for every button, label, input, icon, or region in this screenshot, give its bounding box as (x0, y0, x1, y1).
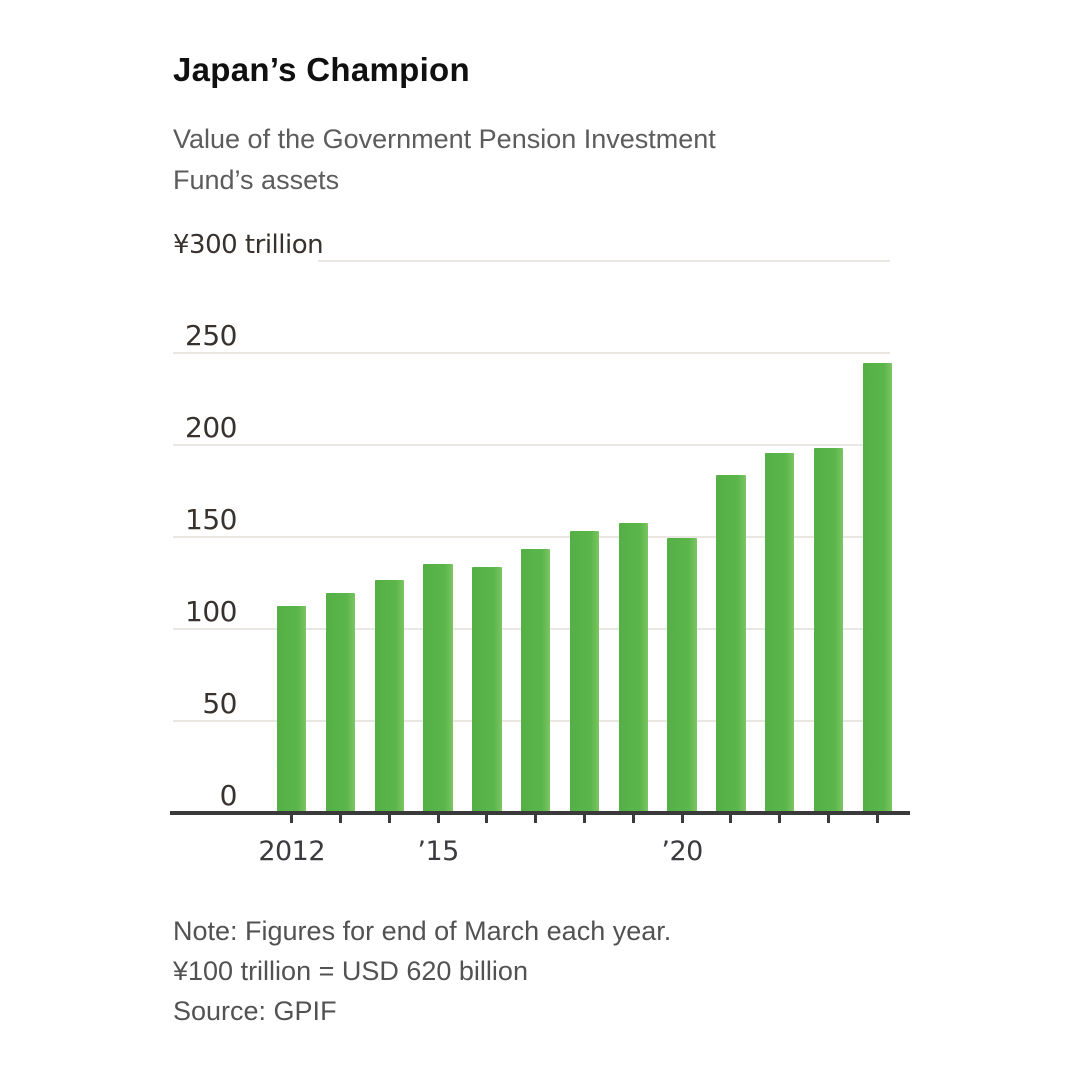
y-tick-label-200: 200 (185, 411, 237, 444)
x-tick-2024 (875, 815, 879, 823)
footnote-source: Source: GPIF (173, 996, 337, 1026)
bar-2021 (716, 475, 746, 814)
x-tick-2012 (290, 815, 294, 823)
x-tick-2014 (387, 815, 391, 823)
bar-2020 (667, 538, 697, 814)
x-tick-2020 (680, 815, 684, 823)
x-tick-2019 (631, 815, 635, 823)
y-tick-label-0: 0 (219, 779, 238, 812)
y-axis-unit-label: ¥300 trillion (173, 230, 324, 260)
footnote-conversion: ¥100 trillion = USD 620 billion (173, 956, 528, 986)
bar-2017 (521, 549, 551, 814)
x-tick-label-2020: ’20 (661, 836, 703, 867)
y-tick-label-50: 50 (202, 687, 237, 720)
y-tick-label-250: 250 (185, 319, 237, 352)
bar-2022 (765, 453, 795, 814)
x-tick-2013 (339, 815, 342, 823)
chart-subtitle-line2: Fund’s assets (173, 165, 340, 195)
bar-2023 (813, 447, 844, 814)
bar-2024 (862, 363, 892, 814)
chart-footnotes: Note: Figures for end of March each year… (173, 911, 933, 1031)
x-tick-2015 (436, 815, 440, 823)
chart-title: Japan’s Champion (173, 51, 470, 88)
bar-2012 (277, 606, 307, 814)
bar-2013 (325, 593, 356, 814)
chart-subtitle: Value of the Government Pension Investme… (173, 119, 893, 201)
bar-2016 (472, 567, 502, 814)
gridline-200 (173, 444, 890, 446)
x-tick-label-2012: 2012 (258, 836, 326, 867)
gridline-300 (318, 260, 890, 262)
x-tick-label-2015: ’15 (417, 836, 459, 867)
chart-subtitle-line1: Value of the Government Pension Investme… (173, 124, 716, 154)
gridline-250 (173, 352, 890, 354)
y-tick-label-150: 150 (185, 503, 237, 536)
x-tick-2022 (778, 815, 782, 823)
y-tick-label-100: 100 (185, 595, 237, 628)
x-tick-2016 (485, 815, 489, 823)
x-tick-2017 (534, 815, 538, 823)
bar-2018 (569, 530, 600, 814)
bar-2019 (618, 523, 648, 814)
x-tick-2021 (729, 815, 733, 823)
footnote-note: Note: Figures for end of March each year… (173, 916, 672, 946)
gridline-150 (173, 536, 890, 538)
bar-2014 (374, 580, 404, 814)
bar-2015 (423, 563, 453, 814)
x-tick-2018 (583, 815, 586, 823)
x-axis-line (170, 811, 910, 815)
x-tick-2023 (827, 815, 830, 823)
